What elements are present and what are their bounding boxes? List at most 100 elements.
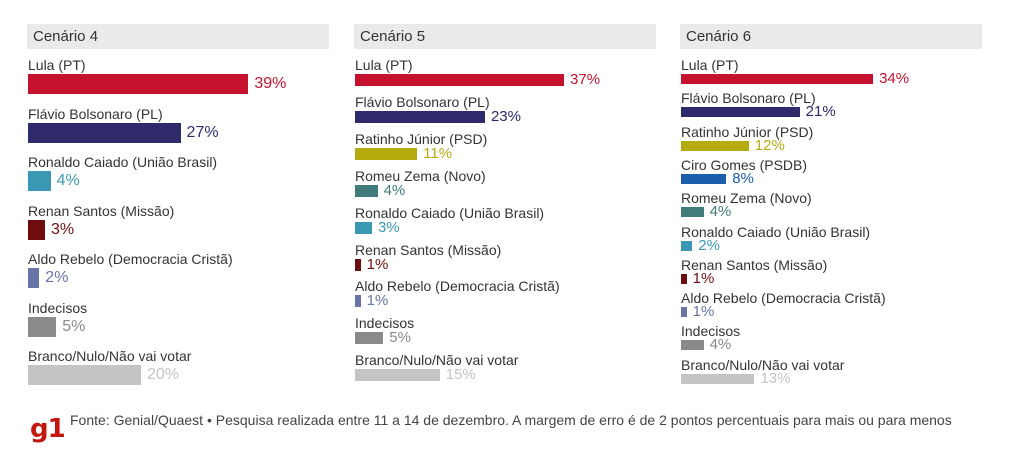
value-label: 1% (366, 255, 389, 273)
category-label: Ratinho Júnior (PSD) (355, 130, 488, 147)
bar (28, 268, 40, 288)
category-label: Lula (PT) (355, 57, 413, 73)
category-label: Lula (PT) (28, 57, 86, 73)
value-label: 2% (698, 236, 720, 254)
bar-row: Lula (PT) 34% (680, 57, 982, 87)
category-label: Ronaldo Caiado (União Brasil) (28, 154, 218, 170)
value-label: 8% (732, 169, 754, 187)
value-label: 11% (423, 144, 453, 162)
bar-row: Branco/Nulo/Não vai votar 13% (680, 357, 982, 386)
category-label: Aldo Rebelo (Democracia Cristã) (355, 278, 560, 295)
bar-row: Renan Santos (Missão) 1% (680, 257, 982, 286)
panel-title: Cenário 6 (680, 24, 982, 49)
bar-row: Romeu Zema (Novo) 4% (680, 190, 982, 221)
category-label: Indecisos (355, 315, 415, 332)
bar (355, 184, 378, 197)
value-label: 4% (709, 203, 732, 221)
bar (28, 122, 181, 143)
bar (681, 207, 704, 218)
panel-title: Cenário 4 (27, 24, 329, 49)
bar (681, 340, 704, 351)
value-label: 3% (377, 218, 400, 236)
bar (28, 171, 51, 191)
bar (28, 74, 249, 94)
bar-row: Ratinho Júnior (PSD) 11% (354, 131, 656, 162)
value-label: 12% (754, 136, 785, 154)
bar (28, 316, 57, 337)
bar (355, 295, 361, 308)
bar (681, 74, 874, 84)
category-label: Flávio Bolsonaro (PL) (681, 90, 816, 107)
bar (28, 219, 45, 240)
value-label: 4% (709, 336, 732, 354)
value-label: 3% (50, 220, 75, 238)
bar (355, 74, 565, 86)
category-label: Indecisos (28, 299, 88, 316)
bar-row: Ratinho Júnior (PSD) 12% (680, 124, 982, 153)
value-label: 5% (62, 317, 86, 335)
bar (355, 221, 372, 234)
value-label: 2% (45, 269, 69, 286)
panel-cenario-6: Cenário 6 Lula (PT) 34% Flávio Bolsonaro (… (680, 24, 982, 386)
value-label: 1% (366, 292, 389, 310)
category-label: Aldo Rebelo (Democracia Cristã) (28, 251, 233, 267)
bar-row: Renan Santos (Missão) 1% (354, 242, 656, 273)
bar-row: Ronaldo Caiado (União Brasil) 4% (27, 154, 329, 193)
bar-row: Romeu Zema (Novo) 4% (354, 168, 656, 199)
category-label: Ronaldo Caiado (União Brasil) (355, 204, 545, 221)
bar (681, 107, 800, 118)
bar-row: Lula (PT) 37% (354, 57, 656, 88)
bar (355, 258, 361, 271)
value-label: 4% (383, 181, 406, 199)
category-label: Renan Santos (Missão) (681, 256, 828, 273)
bar-row: Aldo Rebelo (Democracia Cristã) 1% (680, 290, 982, 321)
value-label: 21% (805, 103, 836, 121)
g1-logo[interactable]: g1 (30, 414, 66, 444)
value-label: 39% (254, 75, 287, 92)
category-label: Romeu Zema (Novo) (355, 167, 486, 184)
value-label: 34% (879, 70, 910, 87)
category-label: Ronaldo Caiado (União Brasil) (681, 223, 871, 240)
bar-row: Renan Santos (Missão) 3% (27, 203, 329, 242)
value-label: 4% (56, 172, 80, 189)
bar-row: Aldo Rebelo (Democracia Cristã) 1% (354, 278, 656, 309)
category-label: Lula (PT) (681, 57, 739, 73)
value-label: 1% (692, 303, 715, 321)
bar (355, 110, 485, 123)
bar-row: Indecisos 5% (354, 315, 656, 346)
value-label: 1% (692, 269, 715, 287)
category-label: Flávio Bolsonaro (PL) (28, 105, 163, 122)
value-label: 23% (490, 107, 521, 125)
bar-row: Indecisos 5% (27, 300, 329, 339)
category-label: Renan Santos (Missão) (28, 202, 175, 219)
bar-row: Ronaldo Caiado (União Brasil) 2% (680, 224, 982, 253)
bar-row: Branco/Nulo/Não vai votar 15% (354, 352, 656, 383)
bar-row: Flávio Bolsonaro (PL) 23% (354, 94, 656, 125)
bar-row: Indecisos 4% (680, 323, 982, 354)
value-label: 15% (445, 366, 476, 384)
bar-row: Branco/Nulo/Não vai votar 20% (27, 348, 329, 387)
category-label: Aldo Rebelo (Democracia Cristã) (681, 290, 886, 307)
category-label: Branco/Nulo/Não vai votar (681, 356, 845, 373)
bar (681, 240, 693, 251)
source-note: Fonte: Genial/Quaest • Pesquisa realizad… (70, 412, 952, 428)
value-label: 20% (147, 366, 180, 383)
value-label: 27% (186, 123, 219, 141)
bar-row: Flávio Bolsonaro (PL) 27% (27, 106, 329, 145)
bar (681, 307, 687, 318)
value-label: 5% (389, 329, 411, 347)
bar (355, 369, 440, 382)
category-label: Ciro Gomes (PSDB) (681, 156, 808, 173)
category-label: Branco/Nulo/Não vai votar (355, 352, 519, 369)
category-label: Romeu Zema (Novo) (681, 190, 812, 207)
category-label: Indecisos (681, 323, 741, 340)
panel-cenario-4: Cenário 4 Lula (PT) 39% Flávio Bolsonaro (… (27, 24, 329, 385)
value-label: 37% (570, 71, 601, 88)
bar (681, 373, 755, 384)
bar (681, 140, 749, 151)
panel-title: Cenário 5 (354, 24, 656, 49)
bar (355, 147, 418, 160)
bar-row: Lula (PT) 39% (27, 57, 329, 96)
bar (681, 273, 687, 284)
value-label: 13% (760, 369, 791, 387)
